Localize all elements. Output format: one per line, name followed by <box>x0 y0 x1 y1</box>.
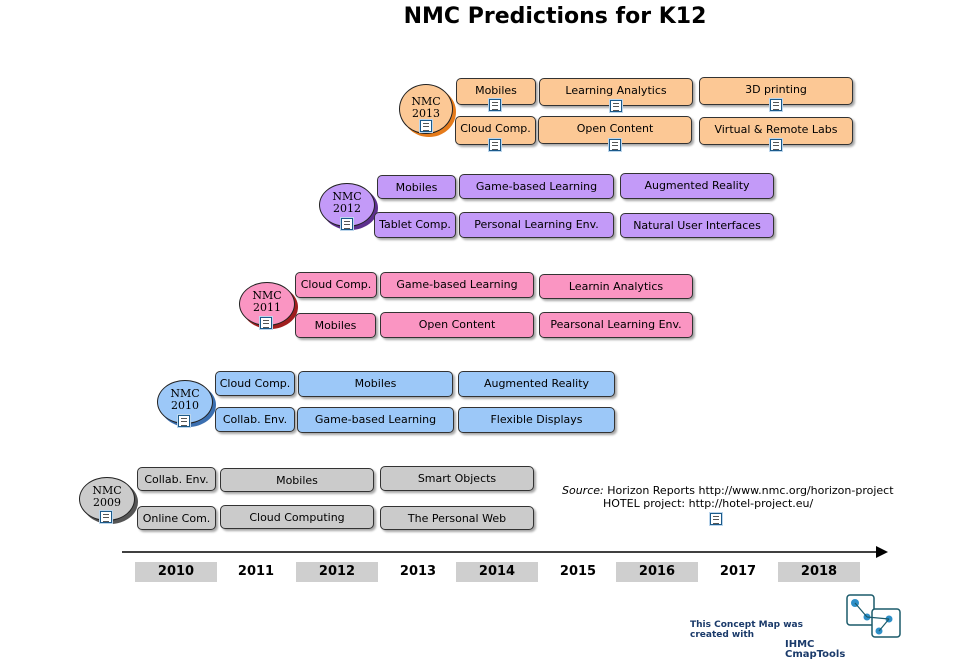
topic-label: Augmented Reality <box>483 377 590 390</box>
year-label: 2012 <box>296 562 378 582</box>
topic-box[interactable]: Cloud Comp. <box>295 272 377 298</box>
topic-label: Cloud Comp. <box>460 122 531 135</box>
year-label: 2010 <box>135 562 217 582</box>
topic-label: Mobiles <box>354 377 397 390</box>
year-label: 2018 <box>778 562 860 582</box>
year-label: 2016 <box>616 562 698 582</box>
bubble-label-2: 2009 <box>93 496 121 509</box>
topic-label: Tablet Comp. <box>379 218 451 231</box>
bubble-label-1: NMC <box>92 484 122 497</box>
document-icon[interactable] <box>609 139 621 151</box>
topic-label: Open Content <box>576 122 654 135</box>
topic-label: Game-based Learning <box>314 413 437 426</box>
topic-box[interactable]: Smart Objects <box>380 466 534 491</box>
topic-box[interactable]: Personal Learning Env. <box>459 212 614 238</box>
topic-box[interactable]: Game-based Learning <box>380 272 534 298</box>
topic-box[interactable]: Game-based Learning <box>297 407 454 433</box>
bubble-label-2: 2013 <box>412 107 440 120</box>
topic-box[interactable]: Mobiles <box>220 468 374 492</box>
document-icon[interactable] <box>341 218 353 230</box>
bubble-label-2: 2011 <box>253 301 281 314</box>
topic-box[interactable]: Open Content <box>380 312 534 338</box>
topic-label: Collab. Env. <box>144 473 209 486</box>
document-icon[interactable] <box>260 317 272 329</box>
cmaptools-logo <box>846 594 901 638</box>
document-icon[interactable] <box>100 511 112 523</box>
bubble-label-2: 2012 <box>333 202 361 215</box>
topic-label: Cloud Computing <box>249 511 345 524</box>
topic-box[interactable]: Collab. Env. <box>137 467 216 491</box>
document-icon[interactable] <box>489 99 501 111</box>
topic-label: Mobiles <box>475 84 517 97</box>
topic-label: Personal Learning Env. <box>474 218 599 231</box>
topic-label: Cloud Comp. <box>219 377 291 390</box>
document-icon[interactable] <box>770 139 782 151</box>
topic-label: Learning Analytics <box>565 84 667 97</box>
topic-box[interactable]: Tablet Comp. <box>374 212 456 238</box>
topic-box[interactable]: Online Com. <box>137 506 216 530</box>
topic-box[interactable]: Cloud Computing <box>220 505 374 529</box>
bubble-label-1: NMC <box>411 95 441 108</box>
document-icon[interactable] <box>770 99 782 111</box>
source-label: Source: <box>562 484 604 497</box>
topic-label: Mobiles <box>276 474 318 487</box>
topic-label: Open Content <box>418 318 496 331</box>
year-label: 2015 <box>559 564 597 579</box>
topic-box[interactable]: Learnin Analytics <box>539 274 693 299</box>
topic-label: Mobiles <box>395 181 438 194</box>
topic-label: Cloud Comp. <box>300 278 372 291</box>
topic-box[interactable]: Natural User Interfaces <box>620 213 774 238</box>
source-line-1: Horizon Reports http://www.nmc.org/horiz… <box>607 484 894 497</box>
source-line-2: HOTEL project: http://hotel-project.eu/ <box>603 497 814 510</box>
bubble-label-2: 2010 <box>171 399 199 412</box>
nmc-2010-bubble[interactable]: NMC 2010 <box>157 380 213 424</box>
topic-label: Game-based Learning <box>396 278 518 291</box>
bubble-label-1: NMC <box>170 387 200 400</box>
topic-box[interactable]: Pearsonal Learning Env. <box>539 312 693 338</box>
topic-box[interactable]: Cloud Comp. <box>215 371 295 396</box>
topic-label: Learnin Analytics <box>568 280 664 293</box>
year-label: 2014 <box>456 562 538 582</box>
topic-box[interactable]: Game-based Learning <box>459 174 614 199</box>
topic-label: The Personal Web <box>407 512 507 525</box>
document-icon[interactable] <box>489 139 501 151</box>
year-label: 2013 <box>399 564 437 579</box>
source-note: Source: Horizon Reports http://www.nmc.o… <box>562 484 894 510</box>
topic-label: Natural User Interfaces <box>633 219 761 232</box>
topic-label: Virtual & Remote Labs <box>714 123 838 136</box>
nmc-2013-bubble[interactable]: NMC 2013 <box>399 84 453 134</box>
document-icon[interactable] <box>420 120 432 132</box>
topic-box[interactable]: Collab. Env. <box>215 407 295 432</box>
topic-label: Collab. Env. <box>222 413 288 426</box>
document-icon[interactable] <box>710 513 722 525</box>
topic-box[interactable]: Augmented Reality <box>620 173 774 199</box>
credit-line-2: IHMC CmapTools <box>785 639 846 660</box>
document-icon[interactable] <box>178 415 190 427</box>
topic-label: Pearsonal Learning Env. <box>550 318 682 331</box>
bubble-label-1: NMC <box>332 190 362 203</box>
topic-label: Mobiles <box>314 319 357 332</box>
topic-label: Online Com. <box>142 512 211 525</box>
topic-box[interactable]: Mobiles <box>298 371 453 397</box>
topic-box[interactable]: Augmented Reality <box>458 371 615 397</box>
topic-box[interactable]: Flexible Displays <box>458 407 615 433</box>
bubble-label-1: NMC <box>252 289 282 302</box>
topic-label: Game-based Learning <box>475 180 598 193</box>
credit-line-1: This Concept Map was created with <box>690 620 803 640</box>
topic-label: Smart Objects <box>417 472 497 485</box>
topic-box[interactable]: Mobiles <box>295 313 376 338</box>
credit-text: This Concept Map was created with IHMC C… <box>690 620 846 660</box>
topic-label: 3D printing <box>745 83 807 96</box>
document-icon[interactable] <box>610 100 622 112</box>
page-title: NMC Predictions for K12 <box>403 4 707 29</box>
year-label: 2017 <box>719 564 757 579</box>
nmc-2009-bubble[interactable]: NMC 2009 <box>79 477 135 521</box>
topic-box[interactable]: Mobiles <box>377 175 456 199</box>
topic-label: Flexible Displays <box>490 413 583 426</box>
topic-label: Augmented Reality <box>644 179 750 192</box>
topic-box[interactable]: The Personal Web <box>380 506 534 530</box>
year-label: 2011 <box>237 564 275 579</box>
